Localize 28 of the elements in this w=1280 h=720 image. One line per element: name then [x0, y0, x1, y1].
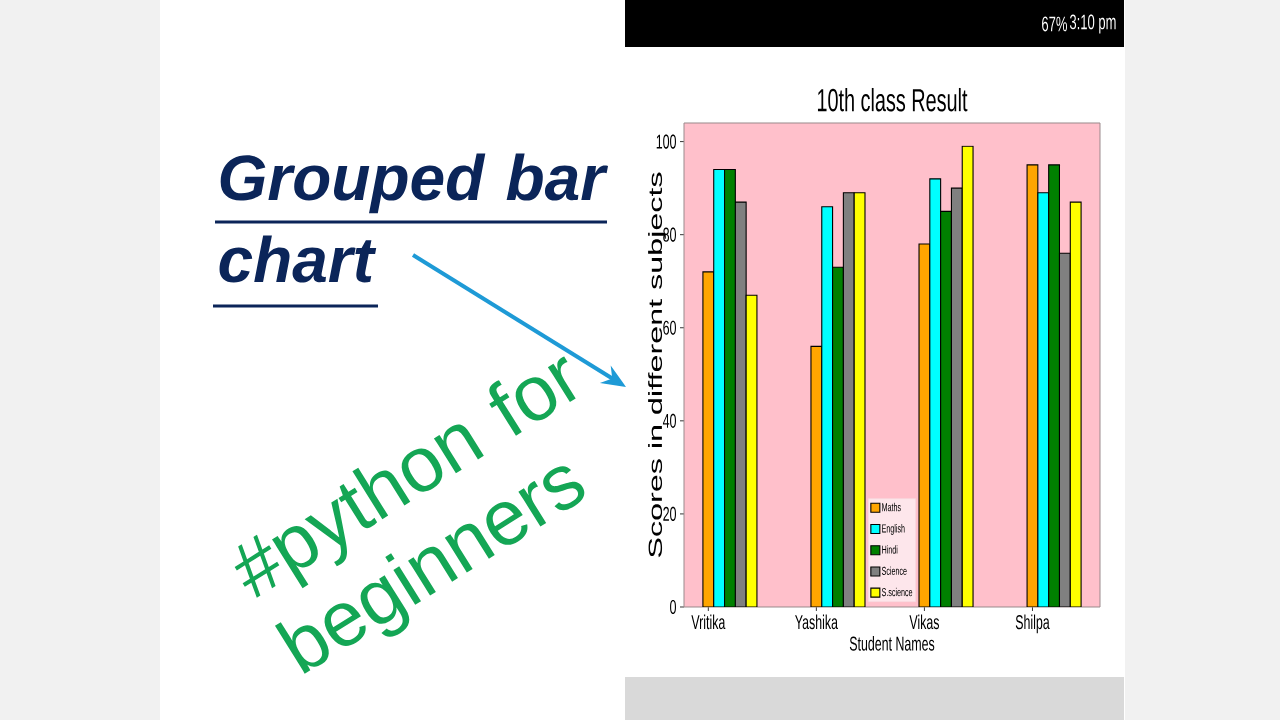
x-tick-label: Vritika	[691, 614, 726, 630]
bar	[842, 192, 855, 607]
bar	[723, 168, 736, 607]
text: 3:10 pm	[1069, 14, 1116, 34]
x-tick-label: Vikas	[909, 614, 940, 630]
y-tick-label: 0	[670, 599, 676, 615]
y-tick-label: 100	[656, 134, 676, 149]
text: 67%	[1042, 16, 1067, 32]
bar	[929, 178, 942, 607]
legend-label: S.science	[881, 587, 913, 597]
bar	[950, 187, 963, 607]
chart-title: 10th class Result	[817, 87, 968, 112]
bar	[940, 210, 952, 607]
bar	[713, 168, 726, 607]
y-tick-label: 60	[663, 320, 676, 335]
x-tick-label: Shilpa	[1015, 614, 1050, 634]
x-axis-title: Student Names	[849, 636, 935, 651]
legend-label: Science	[881, 566, 907, 575]
legend-label: English	[882, 524, 905, 535]
text: Grouped bar chart	[219, 153, 609, 283]
bar	[821, 206, 834, 607]
legend-label: Maths	[882, 502, 901, 512]
bar	[1048, 164, 1061, 607]
bar	[832, 266, 844, 607]
x-tick-label: Yashika	[795, 614, 838, 630]
y-tick-label: 40	[662, 413, 676, 428]
legend-label: Hindi	[882, 545, 898, 554]
bar	[1058, 252, 1071, 607]
